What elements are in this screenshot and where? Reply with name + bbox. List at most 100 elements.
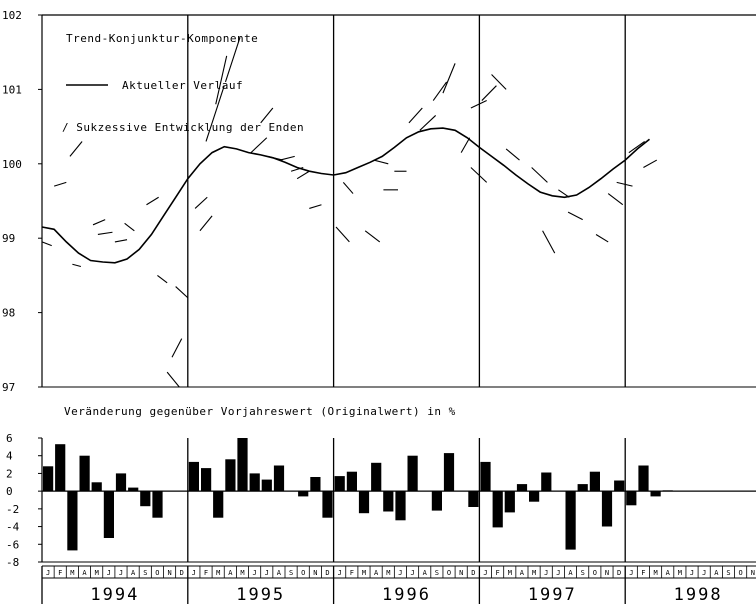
end-segment bbox=[114, 239, 128, 243]
end-segment bbox=[505, 148, 520, 161]
end-segment bbox=[628, 141, 645, 154]
bar bbox=[261, 479, 272, 492]
bar bbox=[541, 472, 552, 492]
end-segment bbox=[616, 181, 633, 187]
year-label: 1998 bbox=[674, 585, 723, 604]
bar bbox=[504, 491, 515, 513]
end-segment bbox=[296, 170, 310, 180]
month-label: J bbox=[119, 569, 123, 577]
bar bbox=[346, 471, 357, 492]
bar bbox=[626, 491, 637, 506]
bar bbox=[662, 490, 673, 492]
end-segment bbox=[146, 196, 159, 206]
bottom-y-tick-label: 4 bbox=[6, 450, 13, 463]
bar bbox=[237, 438, 248, 492]
bottom-y-tick-label: -8 bbox=[6, 556, 19, 569]
end-segment bbox=[175, 286, 189, 299]
end-segment bbox=[224, 37, 241, 83]
month-label: N bbox=[751, 569, 755, 577]
month-label: M bbox=[508, 569, 512, 577]
month-label: A bbox=[423, 569, 428, 577]
end-segment bbox=[171, 338, 183, 358]
end-segment bbox=[531, 167, 548, 183]
month-label: J bbox=[107, 569, 111, 577]
top-chart-title: Trend-Konjunktur-Komponente bbox=[66, 32, 258, 45]
end-segment bbox=[481, 85, 497, 101]
end-segment bbox=[542, 230, 556, 254]
month-label: D bbox=[471, 569, 475, 577]
month-label: N bbox=[459, 569, 463, 577]
month-label: M bbox=[95, 569, 99, 577]
month-label: S bbox=[726, 569, 730, 577]
month-label: J bbox=[398, 569, 402, 577]
bar bbox=[395, 491, 406, 521]
top-y-tick-label: 102 bbox=[2, 9, 22, 22]
bar bbox=[650, 491, 661, 497]
bar bbox=[516, 484, 528, 492]
end-segment bbox=[567, 211, 583, 221]
end-segment bbox=[364, 230, 381, 243]
bar bbox=[614, 480, 625, 492]
end-segment bbox=[250, 137, 268, 154]
end-segment bbox=[595, 234, 609, 243]
year-label: 1997 bbox=[528, 585, 577, 604]
month-label: F bbox=[495, 569, 499, 577]
end-segment bbox=[335, 226, 350, 243]
top-line-group bbox=[41, 127, 651, 264]
top-y-tick-label: 97 bbox=[2, 381, 15, 394]
bottom-y-tick-label: -2 bbox=[6, 503, 19, 516]
end-segment bbox=[69, 141, 83, 157]
end-segment bbox=[442, 63, 456, 94]
bar bbox=[298, 491, 309, 497]
month-label: M bbox=[678, 569, 682, 577]
bar bbox=[249, 473, 260, 492]
end-segment bbox=[194, 196, 208, 209]
year-label: 1994 bbox=[90, 585, 139, 604]
bar bbox=[468, 491, 479, 507]
month-label: A bbox=[228, 569, 233, 577]
end-segment bbox=[607, 193, 624, 206]
end-segment bbox=[373, 159, 389, 165]
year-label: 1996 bbox=[382, 585, 431, 604]
month-label: M bbox=[386, 569, 390, 577]
month-label: A bbox=[714, 569, 719, 577]
end-segment bbox=[215, 55, 228, 105]
month-label: J bbox=[690, 569, 694, 577]
bar bbox=[480, 461, 491, 492]
month-label: J bbox=[410, 569, 414, 577]
bar bbox=[140, 491, 151, 507]
month-label: S bbox=[435, 569, 439, 577]
end-segment bbox=[432, 81, 448, 101]
year-labels: 1994 1995 1996 1997 1998 bbox=[90, 585, 723, 605]
end-segment bbox=[199, 215, 213, 232]
bar bbox=[91, 482, 102, 492]
month-label: S bbox=[143, 569, 147, 577]
month-label: M bbox=[532, 569, 536, 577]
month-label: A bbox=[666, 569, 671, 577]
month-label: N bbox=[167, 569, 171, 577]
bar bbox=[67, 491, 78, 551]
month-label: A bbox=[374, 569, 379, 577]
month-label: F bbox=[58, 569, 62, 577]
bottom-y-tick-label: -6 bbox=[6, 538, 19, 551]
end-segment bbox=[419, 115, 437, 131]
end-segment bbox=[97, 231, 113, 236]
bar bbox=[310, 477, 321, 492]
legend-segment-label: / Sukzessive Entwicklung der Enden bbox=[62, 121, 304, 134]
month-label: O bbox=[593, 569, 597, 577]
bar bbox=[589, 471, 600, 492]
bottom-y-tick-label: 0 bbox=[6, 485, 13, 498]
month-label: F bbox=[641, 569, 645, 577]
month-label: J bbox=[483, 569, 487, 577]
month-label: D bbox=[325, 569, 329, 577]
bottom-y-tick-label: 6 bbox=[6, 432, 13, 445]
bar bbox=[358, 491, 370, 514]
end-segment bbox=[124, 222, 135, 232]
month-label: A bbox=[82, 569, 87, 577]
end-segment bbox=[205, 85, 225, 142]
bar bbox=[225, 459, 236, 492]
end-segment bbox=[260, 107, 274, 124]
end-segment bbox=[470, 100, 487, 109]
month-label: M bbox=[70, 569, 74, 577]
